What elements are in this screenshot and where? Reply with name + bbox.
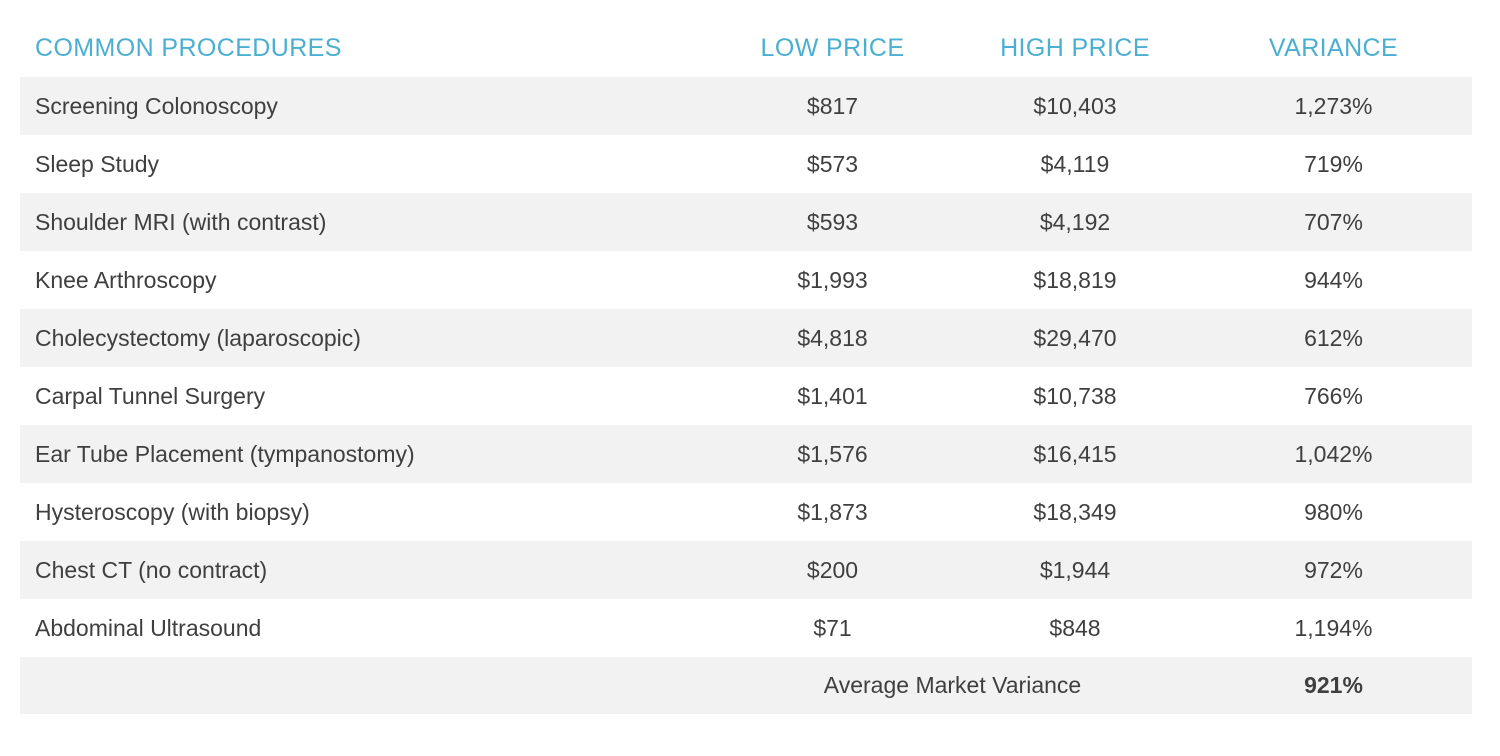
variance-cell: 766% bbox=[1195, 367, 1472, 425]
footer-variance-value: 921% bbox=[1195, 657, 1472, 714]
variance-cell: 1,042% bbox=[1195, 425, 1472, 483]
table-header: COMMON PROCEDURES LOW PRICE HIGH PRICE V… bbox=[20, 20, 1472, 77]
high-price-cell: $18,349 bbox=[955, 483, 1195, 541]
variance-cell: 707% bbox=[1195, 193, 1472, 251]
high-price-cell: $16,415 bbox=[955, 425, 1195, 483]
high-price-cell: $18,819 bbox=[955, 251, 1195, 309]
table-body: Screening Colonoscopy $817 $10,403 1,273% Sl… bbox=[20, 77, 1472, 657]
high-price-cell: $4,119 bbox=[955, 135, 1195, 193]
procedure-cell: Abdominal Ultrasound bbox=[20, 599, 710, 657]
variance-cell: 972% bbox=[1195, 541, 1472, 599]
table-row: Cholecystectomy (laparoscopic) $4,818 $29,… bbox=[20, 309, 1472, 367]
low-price-cell: $71 bbox=[710, 599, 955, 657]
high-price-cell: $10,738 bbox=[955, 367, 1195, 425]
header-common-procedures: COMMON PROCEDURES bbox=[20, 20, 710, 77]
low-price-cell: $817 bbox=[710, 77, 955, 135]
high-price-cell: $4,192 bbox=[955, 193, 1195, 251]
table-row: Shoulder MRI (with contrast) $593 $4,192 70… bbox=[20, 193, 1472, 251]
procedure-cell: Ear Tube Placement (tympanostomy) bbox=[20, 425, 710, 483]
table-row: Ear Tube Placement (tympanostomy) $1,576 $… bbox=[20, 425, 1472, 483]
low-price-cell: $200 bbox=[710, 541, 955, 599]
table-row: Carpal Tunnel Surgery $1,401 $10,738 766% bbox=[20, 367, 1472, 425]
high-price-cell: $848 bbox=[955, 599, 1195, 657]
procedure-cell: Screening Colonoscopy bbox=[20, 77, 710, 135]
low-price-cell: $1,401 bbox=[710, 367, 955, 425]
procedure-cell: Carpal Tunnel Surgery bbox=[20, 367, 710, 425]
table-row: Hysteroscopy (with biopsy) $1,873 $18,349 9… bbox=[20, 483, 1472, 541]
procedure-cell: Hysteroscopy (with biopsy) bbox=[20, 483, 710, 541]
low-price-cell: $573 bbox=[710, 135, 955, 193]
low-price-cell: $1,873 bbox=[710, 483, 955, 541]
low-price-cell: $1,576 bbox=[710, 425, 955, 483]
procedure-cell: Cholecystectomy (laparoscopic) bbox=[20, 309, 710, 367]
variance-cell: 944% bbox=[1195, 251, 1472, 309]
table-row: Sleep Study $573 $4,119 719% bbox=[20, 135, 1472, 193]
procedure-cell: Knee Arthroscopy bbox=[20, 251, 710, 309]
procedure-cell: Shoulder MRI (with contrast) bbox=[20, 193, 710, 251]
table-footer: Average Market Variance 921% bbox=[20, 657, 1472, 714]
high-price-cell: $10,403 bbox=[955, 77, 1195, 135]
table-row: Chest CT (no contract) $200 $1,944 972% bbox=[20, 541, 1472, 599]
variance-cell: 1,194% bbox=[1195, 599, 1472, 657]
procedure-cell: Sleep Study bbox=[20, 135, 710, 193]
low-price-cell: $1,993 bbox=[710, 251, 955, 309]
footer-row: Average Market Variance 921% bbox=[20, 657, 1472, 714]
high-price-cell: $29,470 bbox=[955, 309, 1195, 367]
header-high-price: HIGH PRICE bbox=[955, 20, 1195, 77]
footer-label: Average Market Variance bbox=[710, 657, 1195, 714]
procedure-price-table-container: COMMON PROCEDURES LOW PRICE HIGH PRICE V… bbox=[20, 20, 1472, 714]
high-price-cell: $1,944 bbox=[955, 541, 1195, 599]
procedure-price-table: COMMON PROCEDURES LOW PRICE HIGH PRICE V… bbox=[20, 20, 1472, 714]
header-low-price: LOW PRICE bbox=[710, 20, 955, 77]
variance-cell: 612% bbox=[1195, 309, 1472, 367]
variance-cell: 980% bbox=[1195, 483, 1472, 541]
header-row: COMMON PROCEDURES LOW PRICE HIGH PRICE V… bbox=[20, 20, 1472, 77]
table-row: Knee Arthroscopy $1,993 $18,819 944% bbox=[20, 251, 1472, 309]
procedure-cell: Chest CT (no contract) bbox=[20, 541, 710, 599]
low-price-cell: $4,818 bbox=[710, 309, 955, 367]
header-variance: VARIANCE bbox=[1195, 20, 1472, 77]
variance-cell: 1,273% bbox=[1195, 77, 1472, 135]
table-row: Screening Colonoscopy $817 $10,403 1,273% bbox=[20, 77, 1472, 135]
low-price-cell: $593 bbox=[710, 193, 955, 251]
footer-spacer-cell bbox=[20, 657, 710, 714]
table-row: Abdominal Ultrasound $71 $848 1,194% bbox=[20, 599, 1472, 657]
variance-cell: 719% bbox=[1195, 135, 1472, 193]
